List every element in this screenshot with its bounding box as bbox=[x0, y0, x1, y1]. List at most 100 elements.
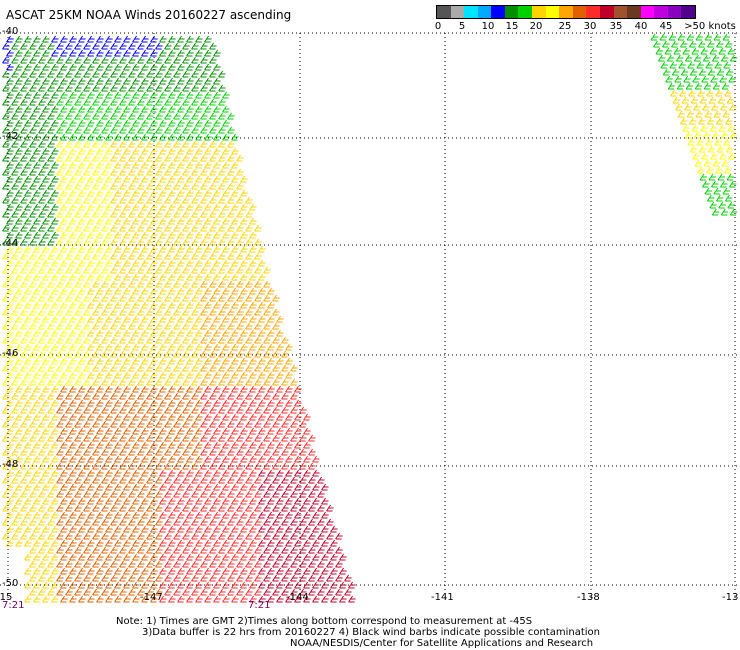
wind-barb bbox=[96, 483, 104, 491]
wind-barb bbox=[29, 392, 37, 400]
wind-barb bbox=[222, 147, 230, 155]
wind-barb bbox=[267, 399, 275, 407]
wind-barb bbox=[218, 364, 226, 372]
wind-barb bbox=[15, 119, 23, 127]
wind-barb bbox=[281, 504, 289, 512]
wind-barb bbox=[146, 420, 154, 428]
wind-barb bbox=[20, 196, 28, 204]
wind-barb bbox=[254, 322, 262, 330]
wind-barb bbox=[20, 252, 28, 260]
wind-barb bbox=[87, 343, 95, 351]
wind-barb bbox=[204, 413, 212, 421]
wind-barb bbox=[123, 189, 131, 197]
wind-barb bbox=[69, 63, 77, 71]
wind-barb bbox=[312, 595, 320, 603]
wind-barb bbox=[141, 301, 149, 309]
wind-barb bbox=[272, 364, 280, 372]
wind-barb bbox=[267, 287, 275, 295]
wind-barb bbox=[321, 525, 329, 533]
wind-barb bbox=[213, 203, 221, 211]
wind-barb bbox=[159, 231, 167, 239]
wind-barb bbox=[227, 490, 235, 498]
wind-barb bbox=[218, 252, 226, 260]
wind-barb bbox=[155, 476, 163, 484]
wind-barb bbox=[173, 70, 181, 78]
wind-barb bbox=[200, 266, 208, 274]
wind-barb bbox=[168, 189, 176, 197]
wind-barb bbox=[132, 91, 140, 99]
wind-barb bbox=[177, 175, 185, 183]
wind-barb bbox=[92, 574, 100, 582]
wind-barb bbox=[204, 77, 212, 85]
wind-barb bbox=[123, 553, 131, 561]
wind-barb bbox=[294, 595, 302, 603]
wind-barb bbox=[15, 329, 23, 337]
wind-barb bbox=[177, 301, 185, 309]
wind-barb bbox=[173, 42, 181, 50]
wind-barb bbox=[47, 84, 55, 92]
wind-barb bbox=[245, 196, 253, 204]
wind-barb bbox=[78, 329, 86, 337]
wind-barb bbox=[38, 392, 46, 400]
wind-barb bbox=[294, 497, 302, 505]
wind-barb bbox=[227, 238, 235, 246]
wind-barb bbox=[105, 287, 113, 295]
wind-barb bbox=[276, 483, 284, 491]
wind-barb bbox=[263, 280, 271, 288]
legend-swatch bbox=[559, 6, 573, 18]
wind-barb bbox=[150, 413, 158, 421]
wind-barb bbox=[141, 511, 149, 519]
wind-barb bbox=[123, 77, 131, 85]
wind-barb bbox=[132, 553, 140, 561]
wind-barb bbox=[173, 224, 181, 232]
wind-barb bbox=[267, 455, 275, 463]
wind-barb bbox=[177, 413, 185, 421]
wind-barb bbox=[83, 280, 91, 288]
wind-barb bbox=[254, 532, 262, 540]
wind-barb bbox=[164, 294, 172, 302]
wind-barb bbox=[101, 574, 109, 582]
wind-barb bbox=[722, 33, 730, 41]
wind-barb bbox=[20, 350, 28, 358]
wind-barb bbox=[119, 224, 127, 232]
wind-barb bbox=[38, 252, 46, 260]
wind-barb bbox=[191, 308, 199, 316]
wind-barb bbox=[132, 273, 140, 281]
wind-barb bbox=[65, 308, 73, 316]
wind-barb bbox=[182, 42, 190, 50]
wind-barb bbox=[110, 434, 118, 442]
wind-barb bbox=[294, 511, 302, 519]
wind-barb bbox=[92, 420, 100, 428]
wind-barb bbox=[33, 399, 41, 407]
wind-barb bbox=[182, 350, 190, 358]
wind-barb bbox=[195, 63, 203, 71]
wind-barb bbox=[218, 308, 226, 316]
wind-barb bbox=[69, 147, 77, 155]
wind-barb bbox=[78, 399, 86, 407]
wind-barb bbox=[182, 224, 190, 232]
wind-barb bbox=[213, 455, 221, 463]
wind-barb bbox=[258, 567, 266, 575]
wind-barb bbox=[697, 117, 706, 125]
wind-barb bbox=[69, 469, 77, 477]
wind-barb bbox=[704, 33, 712, 41]
wind-barb bbox=[119, 574, 127, 582]
wind-barb bbox=[83, 434, 91, 442]
wind-barb bbox=[110, 322, 118, 330]
wind-barb bbox=[60, 357, 68, 365]
wind-barb bbox=[258, 357, 266, 365]
wind-barb bbox=[177, 315, 185, 323]
wind-barb bbox=[15, 133, 23, 141]
wind-barb bbox=[173, 504, 181, 512]
wind-barb bbox=[6, 231, 14, 239]
wind-barb bbox=[209, 70, 217, 78]
wind-barb bbox=[29, 350, 37, 358]
wind-barb bbox=[24, 413, 32, 421]
wind-barb bbox=[42, 147, 50, 155]
wind-barb bbox=[713, 33, 721, 41]
wind-barb bbox=[47, 42, 55, 50]
wind-barb bbox=[15, 455, 23, 463]
wind-barb bbox=[195, 245, 203, 253]
wind-barb bbox=[101, 532, 109, 540]
wind-barb bbox=[65, 42, 73, 50]
